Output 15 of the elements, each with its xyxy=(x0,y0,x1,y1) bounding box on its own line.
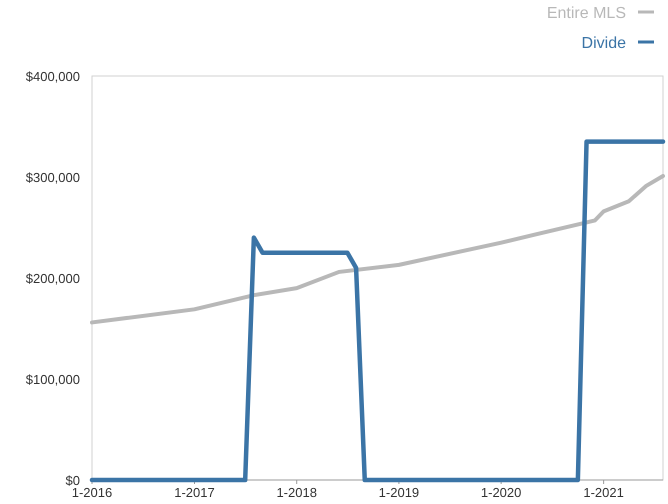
line-series xyxy=(90,139,666,482)
y-tick-label: $400,000 xyxy=(26,69,80,84)
line-series xyxy=(90,174,665,324)
y-tick-label: $0 xyxy=(66,473,80,488)
x-tick-label: 1-2021 xyxy=(583,485,624,500)
y-tick-label: $300,000 xyxy=(26,170,80,185)
y-tick-label: $200,000 xyxy=(26,271,80,286)
x-tick-label: 1-2020 xyxy=(480,485,522,500)
x-tick-label: 1-2019 xyxy=(378,485,420,500)
legend-label: Divide xyxy=(582,35,626,52)
x-tick-label: 1-2018 xyxy=(276,485,317,500)
legend-label: Entire MLS xyxy=(546,5,626,22)
x-tick-label: 1-2017 xyxy=(174,485,215,500)
y-tick-label: $100,000 xyxy=(26,372,80,387)
x-tick-label: 1-2016 xyxy=(72,485,112,500)
